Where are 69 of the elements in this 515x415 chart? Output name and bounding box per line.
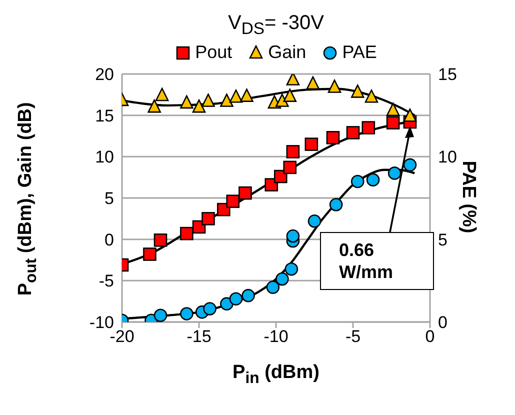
chart-title: V$_{DS}$= -30V: [227, 12, 325, 39]
y-tick-label: 10: [95, 148, 114, 167]
point: [276, 94, 289, 107]
y2-tick-label: 10: [438, 148, 457, 167]
point: [286, 229, 300, 243]
point: [362, 121, 376, 134]
point: [154, 308, 168, 322]
point: [304, 138, 318, 151]
point: [403, 158, 417, 172]
point: [286, 145, 300, 158]
point: [240, 88, 254, 102]
y-tick-label: 0: [104, 230, 114, 250]
point: [306, 76, 320, 90]
point: [229, 89, 243, 103]
point: [148, 99, 161, 113]
point: [386, 116, 400, 130]
y-tick-label: -5: [98, 272, 114, 291]
point: [202, 212, 215, 226]
x-axis-title: P$_{in}$ (dBm): [232, 362, 320, 388]
y2-tick-label: 0: [438, 313, 448, 332]
x-tick-label: -15: [186, 327, 212, 346]
point: [266, 280, 280, 294]
y-tick-label: 5: [104, 189, 114, 208]
point: [283, 160, 297, 174]
point: [202, 94, 215, 107]
point: [274, 170, 288, 184]
point: [276, 272, 289, 286]
point: [329, 198, 343, 212]
point: [283, 88, 297, 102]
point: [386, 102, 400, 116]
callout-box: 0.66 W/mm: [320, 232, 434, 290]
point: [350, 84, 364, 98]
point: [180, 307, 194, 320]
x-tick-label: -10: [264, 327, 288, 346]
point: [364, 89, 378, 103]
point: [180, 95, 194, 109]
legend-label: Pout: [195, 42, 232, 63]
point: [350, 174, 364, 188]
point: [242, 288, 255, 302]
x-tick-label: 0: [425, 327, 435, 346]
point: [326, 131, 340, 144]
point: [143, 248, 156, 261]
legend-label: PAE: [342, 42, 377, 63]
point: [284, 262, 298, 276]
point: [154, 234, 168, 247]
point: [220, 297, 234, 310]
point: [366, 173, 380, 186]
y2-tick-label: 15: [438, 65, 457, 84]
point: [238, 186, 252, 200]
legend-label: Gain: [268, 42, 306, 63]
point: [180, 226, 194, 240]
point: [346, 126, 360, 140]
x-tick-label: -5: [345, 327, 361, 346]
point: [403, 108, 417, 122]
y2-tick-label: 5: [438, 230, 448, 250]
y-tick-label: 20: [95, 65, 114, 84]
point: [229, 292, 243, 306]
point: [220, 94, 234, 107]
point: [226, 194, 240, 208]
point: [328, 80, 342, 93]
point: [264, 178, 278, 192]
point: [286, 74, 300, 86]
point: [155, 88, 169, 102]
point: [203, 302, 216, 316]
point: [388, 166, 402, 180]
point: [192, 99, 206, 113]
y-tick-label: 15: [95, 106, 114, 126]
point: [308, 214, 322, 228]
y2-axis-title: PAE (%): [457, 160, 479, 236]
